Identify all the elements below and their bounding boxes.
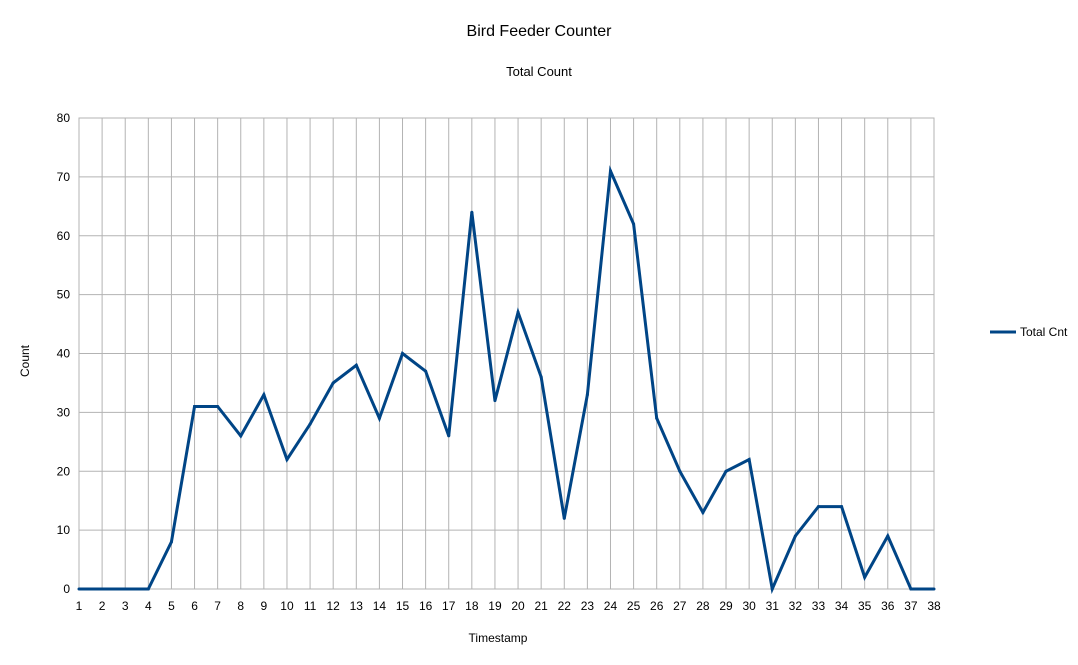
data-point <box>262 393 266 397</box>
data-point <box>655 416 659 420</box>
data-point <box>470 210 474 214</box>
series-layer <box>77 165 936 595</box>
data-point <box>747 457 751 461</box>
data-point <box>816 505 820 509</box>
data-point <box>377 416 381 420</box>
data-point <box>932 587 936 591</box>
y-tick-label: 60 <box>57 229 71 243</box>
x-tick-label: 33 <box>812 599 826 613</box>
data-point <box>123 587 127 591</box>
x-tick-label: 37 <box>904 599 918 613</box>
x-tick-label: 34 <box>835 599 849 613</box>
legend: Total Cnt <box>990 325 1068 339</box>
data-point <box>77 587 81 591</box>
x-tick-label: 12 <box>327 599 341 613</box>
x-tick-label: 35 <box>858 599 872 613</box>
x-tick-label: 11 <box>304 599 317 613</box>
data-point <box>169 540 173 544</box>
data-point <box>770 587 774 591</box>
x-axis-tick-labels: 1 2 3 4 5 6 7 8 9 10 11 12 13 14 15 16 17 18 19 20 21 22 23 24 2… <box>76 599 941 613</box>
data-point <box>401 352 405 355</box>
x-tick-label: 1 <box>76 599 83 613</box>
x-tick-label: 18 <box>465 599 479 613</box>
x-tick-label: 21 <box>534 599 548 613</box>
data-point <box>724 469 728 473</box>
x-tick-label: 2 <box>99 599 106 613</box>
x-tick-label: 31 <box>766 599 780 613</box>
y-tick-label: 10 <box>57 523 71 537</box>
data-point <box>100 587 104 591</box>
data-point <box>239 434 243 438</box>
data-point <box>331 381 335 385</box>
x-tick-label: 29 <box>719 599 733 613</box>
x-tick-label: 25 <box>627 599 641 613</box>
x-tick-label: 17 <box>442 599 456 613</box>
legend-label-total-cnt: Total Cnt <box>1020 325 1068 339</box>
data-point <box>493 399 497 403</box>
x-tick-label: 38 <box>927 599 941 613</box>
plot-area-frame <box>78 117 935 590</box>
series-line-total-cnt <box>79 165 934 595</box>
data-point <box>701 510 705 514</box>
y-tick-label: 0 <box>63 582 70 596</box>
x-tick-label: 5 <box>168 599 175 613</box>
x-tick-label: 22 <box>558 599 572 613</box>
y-tick-label: 20 <box>57 464 71 478</box>
x-tick-label: 8 <box>237 599 244 613</box>
data-point <box>909 587 913 591</box>
x-tick-label: 27 <box>673 599 687 613</box>
data-point <box>585 393 589 397</box>
data-point <box>216 404 220 408</box>
data-point <box>863 575 867 579</box>
x-tick-label: 6 <box>191 599 198 613</box>
data-point <box>424 369 428 373</box>
data-point <box>146 587 150 591</box>
x-tick-label: 24 <box>604 599 618 613</box>
data-point <box>285 457 289 461</box>
data-point <box>632 222 636 226</box>
x-tick-label: 23 <box>581 599 595 613</box>
x-tick-label: 36 <box>881 599 895 613</box>
x-tick-label: 13 <box>350 599 364 613</box>
data-point <box>308 422 312 426</box>
y-axis-tick-labels: 0 10 20 30 40 50 60 70 80 <box>57 111 71 596</box>
y-tick-label: 40 <box>57 347 71 361</box>
x-tick-label: 32 <box>789 599 803 613</box>
chart-title: Bird Feeder Counter <box>467 23 613 40</box>
data-point <box>886 534 890 538</box>
x-tick-label: 19 <box>488 599 502 613</box>
x-axis-label: Timestamp <box>469 631 528 645</box>
y-tick-label: 30 <box>57 405 71 419</box>
data-point <box>562 516 566 520</box>
x-tick-label: 4 <box>145 599 152 613</box>
data-point <box>447 434 451 438</box>
x-tick-label: 30 <box>742 599 756 613</box>
x-tick-label: 16 <box>419 599 433 613</box>
y-tick-label: 80 <box>57 111 71 125</box>
data-point <box>193 404 197 408</box>
x-tick-label: 15 <box>396 599 410 613</box>
x-tick-label: 20 <box>511 599 525 613</box>
data-point <box>793 534 797 538</box>
data-point <box>840 505 844 509</box>
y-tick-label: 50 <box>57 288 71 302</box>
data-point <box>678 469 682 473</box>
x-tick-label: 3 <box>122 599 129 613</box>
data-point <box>539 375 543 379</box>
x-tick-label: 26 <box>650 599 664 613</box>
y-tick-label: 70 <box>57 170 71 184</box>
data-point <box>608 169 612 173</box>
x-tick-label: 9 <box>261 599 268 613</box>
x-tick-label: 10 <box>280 599 294 613</box>
data-point <box>516 310 520 314</box>
y-axis-label: Count <box>18 344 32 377</box>
data-point <box>354 363 358 367</box>
x-tick-label: 7 <box>214 599 221 613</box>
x-tick-label: 28 <box>696 599 710 613</box>
chart-subtitle: Total Count <box>506 64 572 79</box>
x-tick-label: 14 <box>373 599 387 613</box>
